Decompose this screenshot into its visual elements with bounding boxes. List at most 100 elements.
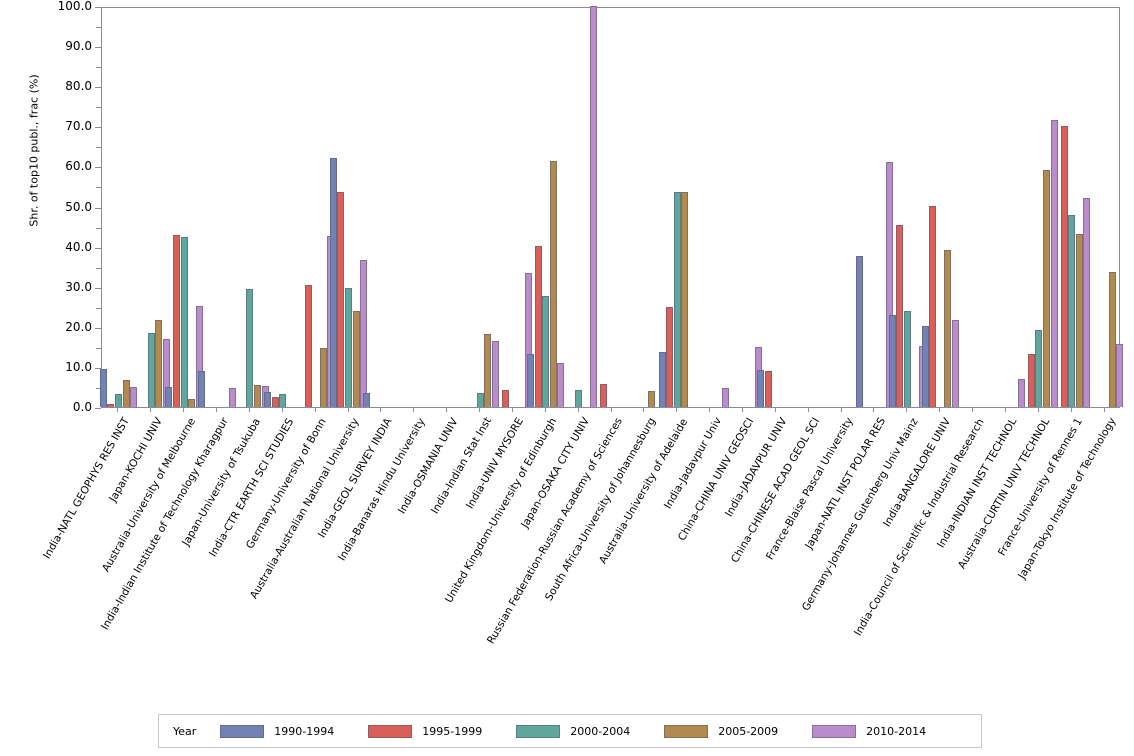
legend-swatch: [664, 724, 709, 738]
legend-label: 2010-2014: [866, 724, 927, 738]
legend-entry[interactable]: 2005-2009: [664, 724, 778, 738]
bar[interactable]: [527, 353, 535, 407]
x-tick-label-text: India-Indian Institute of Technology Kha…: [98, 416, 231, 633]
chart-legend[interactable]: Year 1990-1994 1995-1999 2000-2004 2005-200…: [158, 714, 982, 748]
legend-entry[interactable]: 2010-2014: [812, 724, 927, 738]
x-tick-mark: [709, 408, 711, 412]
bar[interactable]: [198, 371, 206, 407]
bar[interactable]: [279, 393, 287, 407]
bar[interactable]: [524, 273, 532, 407]
bar[interactable]: [264, 392, 272, 407]
x-tick-label-text: India-Indian Stat Inst: [428, 415, 494, 517]
bar[interactable]: [362, 392, 370, 407]
bar[interactable]: [155, 319, 163, 407]
x-tick-mark: [906, 408, 908, 412]
bar[interactable]: [180, 236, 188, 407]
bar[interactable]: [590, 6, 598, 407]
legend-swatch: [516, 724, 561, 738]
bar[interactable]: [557, 362, 565, 407]
bar[interactable]: [360, 260, 368, 407]
bar[interactable]: [929, 206, 937, 407]
bar[interactable]: [1017, 378, 1025, 407]
bar[interactable]: [1035, 330, 1043, 407]
x-tick-mark: [117, 408, 119, 412]
legend-entry[interactable]: 1995-1999: [368, 724, 483, 738]
legend-entry[interactable]: 2000-2004: [516, 724, 630, 738]
bar[interactable]: [903, 310, 911, 407]
bar[interactable]: [658, 351, 666, 407]
bar[interactable]: [855, 256, 863, 407]
bar[interactable]: [673, 192, 681, 407]
x-tick-mark: [1103, 408, 1105, 412]
bar[interactable]: [1116, 344, 1124, 407]
bar[interactable]: [944, 249, 952, 407]
bar[interactable]: [130, 386, 138, 407]
y-tick-mark-minor: [96, 227, 101, 229]
bar[interactable]: [1075, 233, 1083, 407]
bar[interactable]: [188, 398, 196, 407]
bar[interactable]: [886, 162, 894, 407]
bar[interactable]: [921, 326, 929, 407]
bar[interactable]: [1108, 272, 1116, 407]
y-tick-mark: [95, 47, 101, 49]
bar[interactable]: [764, 370, 772, 407]
x-tick-label: India-OSMANIA UNIV: [396, 416, 461, 516]
bar[interactable]: [304, 285, 312, 407]
bar[interactable]: [575, 390, 583, 407]
bar[interactable]: [1068, 214, 1076, 407]
bar[interactable]: [271, 397, 279, 407]
bar[interactable]: [114, 394, 122, 407]
x-tick-mark: [281, 408, 283, 412]
bar[interactable]: [951, 319, 959, 407]
y-tick-mark-minor: [96, 147, 101, 149]
bar[interactable]: [666, 306, 674, 407]
bar[interactable]: [337, 192, 345, 407]
y-tick-mark: [95, 408, 101, 409]
legend-entry[interactable]: 1990-1994: [220, 724, 334, 738]
bar[interactable]: [345, 288, 353, 407]
x-tick-mark: [479, 408, 481, 412]
bar[interactable]: [888, 314, 896, 407]
legend-label: 1995-1999: [422, 724, 483, 738]
bar[interactable]: [107, 403, 115, 407]
bar[interactable]: [534, 245, 542, 407]
bar[interactable]: [1042, 169, 1050, 407]
bar[interactable]: [162, 338, 170, 407]
bar[interactable]: [501, 389, 509, 407]
bar[interactable]: [319, 348, 327, 407]
bar[interactable]: [1060, 126, 1068, 407]
bar[interactable]: [195, 305, 203, 407]
bar[interactable]: [648, 391, 656, 407]
bar[interactable]: [173, 235, 181, 407]
bar[interactable]: [476, 393, 484, 407]
bar[interactable]: [549, 160, 557, 407]
bar[interactable]: [542, 295, 550, 407]
bar[interactable]: [99, 369, 107, 407]
bar[interactable]: [165, 386, 173, 407]
bar[interactable]: [246, 289, 254, 407]
bar[interactable]: [122, 379, 130, 407]
bar[interactable]: [352, 311, 360, 407]
bar[interactable]: [484, 334, 492, 407]
x-tick-mark: [216, 408, 218, 412]
bar[interactable]: [896, 224, 904, 407]
x-tick-mark: [577, 408, 579, 412]
bar-group: [494, 8, 532, 407]
bar[interactable]: [757, 370, 765, 407]
bar[interactable]: [1027, 354, 1035, 407]
x-tick-mark: [413, 408, 415, 412]
bar[interactable]: [254, 385, 262, 407]
bar[interactable]: [147, 332, 155, 407]
bar[interactable]: [228, 387, 236, 407]
y-tick-text: 30.0: [65, 279, 92, 294]
bar[interactable]: [1050, 119, 1058, 407]
x-tick-mark: [314, 408, 316, 412]
bar[interactable]: [600, 383, 608, 407]
bar[interactable]: [721, 388, 729, 407]
bar[interactable]: [1083, 197, 1091, 407]
y-tick-mark-minor: [96, 387, 101, 389]
x-tick-label: India-Indian Institute of Technology Kha…: [99, 416, 231, 632]
bar[interactable]: [681, 191, 689, 407]
bar[interactable]: [491, 341, 499, 407]
bar[interactable]: [329, 157, 337, 407]
